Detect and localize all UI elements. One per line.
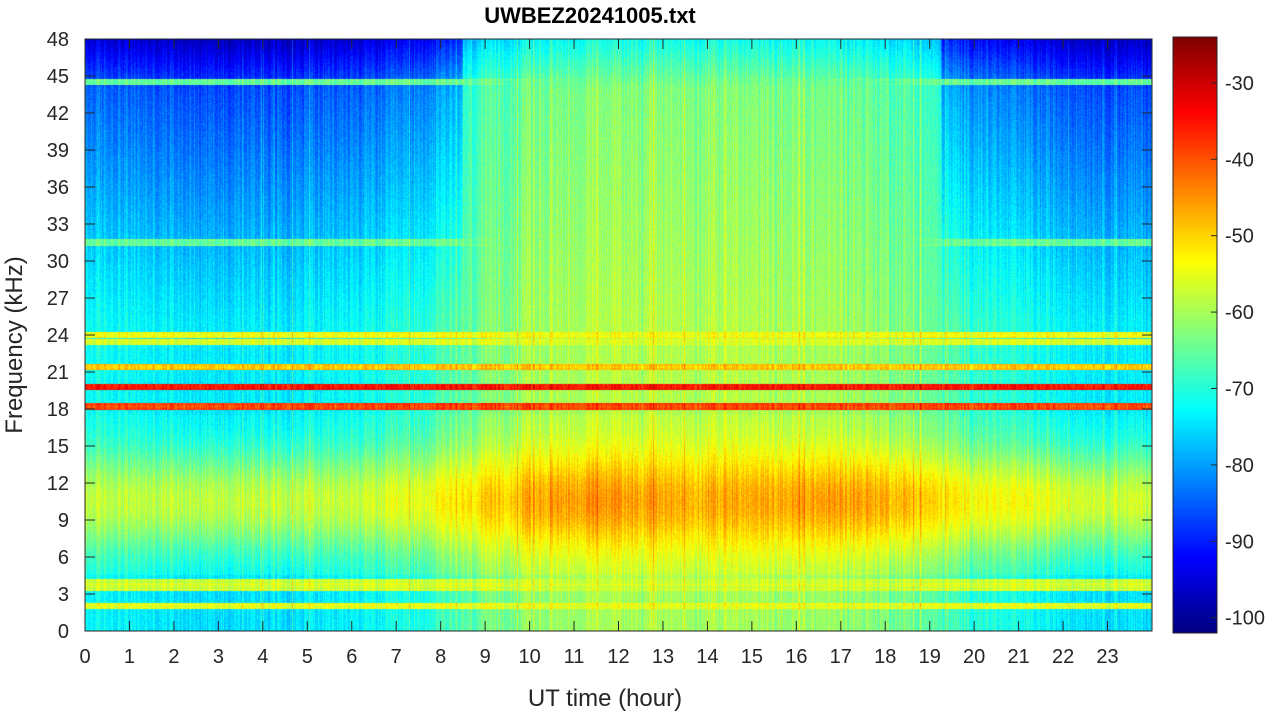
y-tick-label: 33 xyxy=(47,214,69,236)
y-tick-label: 18 xyxy=(47,399,69,421)
spectrogram-area xyxy=(85,39,1152,631)
chart-title: UWBEZ20241005.txt xyxy=(484,3,696,28)
y-tick-label: 21 xyxy=(47,362,69,384)
colorbar-tick-label: -90 xyxy=(1225,531,1254,553)
y-tick-label: 45 xyxy=(47,66,69,88)
colorbar-area xyxy=(1173,37,1217,633)
x-tick-label: 23 xyxy=(1096,646,1118,668)
x-tick-label: 19 xyxy=(919,646,941,668)
y-tick-label: 15 xyxy=(47,436,69,458)
x-tick-label: 7 xyxy=(391,646,402,668)
x-tick-label: 5 xyxy=(302,646,313,668)
x-tick-label: 15 xyxy=(741,646,763,668)
spectrogram-image xyxy=(85,39,1152,631)
y-tick-label: 39 xyxy=(47,140,69,162)
x-tick-label: 13 xyxy=(652,646,674,668)
y-tick-label: 6 xyxy=(58,547,69,569)
x-tick-label: 1 xyxy=(124,646,135,668)
x-axis-ticks: 0 1 2 3 4 5 6 7 8 9 10 11 12 13 14 15 16 17 18 19 20 21 22 23 xyxy=(79,39,1119,668)
x-tick-label: 6 xyxy=(346,646,357,668)
y-tick-label: 27 xyxy=(47,288,69,310)
colorbar-tick-label: -60 xyxy=(1225,302,1254,324)
x-tick-label: 16 xyxy=(785,646,807,668)
y-tick-label: 30 xyxy=(47,251,69,273)
y-tick-label: 42 xyxy=(47,103,69,125)
y-tick-label: 24 xyxy=(47,325,69,347)
colorbar-tick-label: -70 xyxy=(1225,378,1254,400)
colorbar-tick-label: -50 xyxy=(1225,226,1254,248)
colorbar-tick-label: -80 xyxy=(1225,455,1254,477)
y-tick-label: 9 xyxy=(58,510,69,532)
x-tick-label: 21 xyxy=(1008,646,1030,668)
x-tick-label: 9 xyxy=(480,646,491,668)
y-tick-label: 0 xyxy=(58,621,69,643)
x-tick-label: 18 xyxy=(874,646,896,668)
y-tick-label: 36 xyxy=(47,177,69,199)
x-tick-label: 20 xyxy=(963,646,985,668)
x-tick-label: 10 xyxy=(518,646,540,668)
y-axis-label: Frequency (kHz) xyxy=(1,256,28,433)
y-tick-label: 12 xyxy=(47,473,69,495)
y-tick-label: 48 xyxy=(47,29,69,51)
x-tick-label: 14 xyxy=(696,646,718,668)
x-tick-label: 2 xyxy=(168,646,179,668)
x-tick-label: 11 xyxy=(564,646,585,668)
colorbar-ticks: -100 -90 -80 -70 -60 -50 -40 -30 xyxy=(1211,73,1265,630)
x-axis-label: UT time (hour) xyxy=(528,685,682,712)
x-tick-label: 8 xyxy=(435,646,446,668)
x-tick-label: 4 xyxy=(257,646,268,668)
colorbar-gradient xyxy=(1173,37,1217,633)
x-tick-label: 3 xyxy=(213,646,224,668)
colorbar-frame xyxy=(1172,36,1218,634)
y-tick-label: 3 xyxy=(58,584,69,606)
colorbar-tick-label: -100 xyxy=(1225,608,1265,630)
colorbar-tick-label: -30 xyxy=(1225,73,1254,95)
x-tick-label: 22 xyxy=(1052,646,1074,668)
x-tick-label: 12 xyxy=(607,646,629,668)
x-tick-label: 0 xyxy=(79,646,90,668)
colorbar-tick-label: -40 xyxy=(1225,149,1254,171)
x-tick-label: 17 xyxy=(830,646,852,668)
